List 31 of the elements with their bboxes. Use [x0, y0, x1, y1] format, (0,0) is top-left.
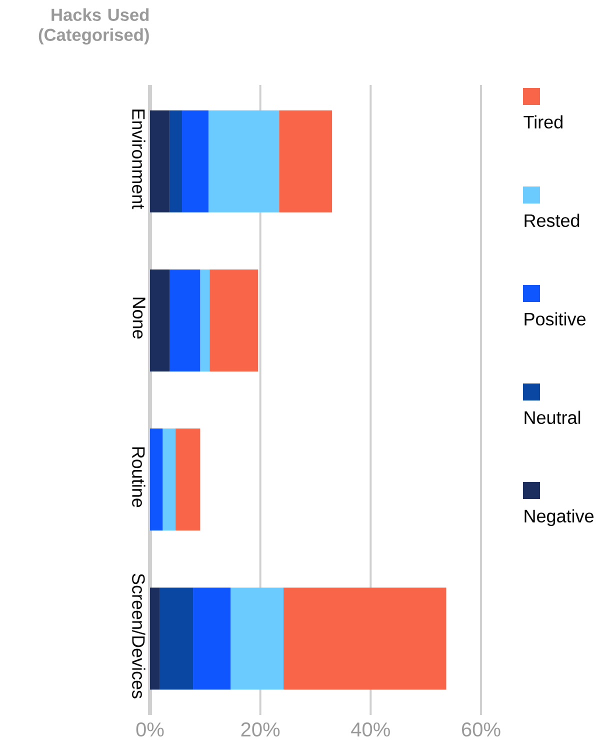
y-tick-label: Routine — [132, 447, 146, 508]
legend-label: Positive — [524, 312, 586, 326]
legend-label: Negative — [524, 509, 594, 526]
bar — [162, 428, 176, 531]
legend-label: Neutral — [524, 410, 580, 424]
bar — [182, 110, 208, 212]
bar — [230, 588, 284, 690]
legend-label: Tired — [524, 115, 562, 128]
y-tick-label: Environment — [132, 110, 146, 210]
x-tick-label: 40% — [351, 722, 390, 737]
y-axis-title: Hacks Used (Categorised) — [38, 8, 149, 45]
bar — [170, 110, 182, 212]
y-tick-label: Screen/Devices — [132, 574, 146, 698]
x-tick-label: 20% — [241, 722, 280, 737]
x-tick-label: 0% — [136, 722, 164, 737]
bar — [175, 428, 200, 531]
bar — [208, 110, 280, 212]
bar — [150, 110, 170, 212]
y-tick-label: None — [132, 298, 146, 339]
bar — [170, 269, 200, 372]
bar — [193, 588, 231, 690]
x-tick-label: 60% — [462, 722, 500, 737]
bar — [210, 269, 258, 372]
bar — [150, 428, 163, 531]
bar — [150, 588, 160, 690]
bar — [150, 269, 170, 372]
bar — [279, 110, 332, 212]
bar — [283, 588, 446, 690]
bar — [200, 269, 210, 372]
bar — [160, 588, 194, 690]
legend-label: Rested — [524, 214, 580, 227]
